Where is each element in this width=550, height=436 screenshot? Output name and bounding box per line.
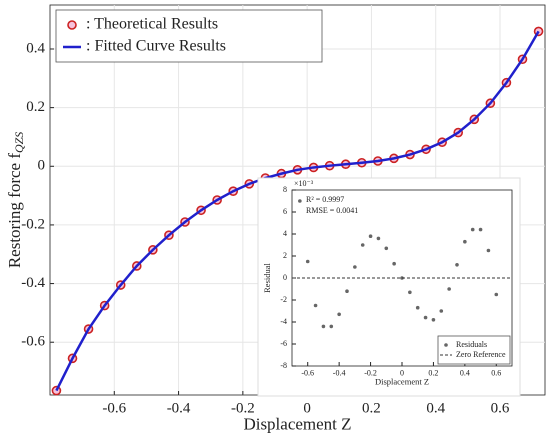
data-point — [298, 199, 302, 203]
x-tick-label: -0.2 — [231, 401, 255, 417]
legend-label: Zero Reference — [456, 350, 506, 359]
x-tick-label: -0.4 — [333, 368, 346, 377]
annotation: RMSE = 0.0041 — [306, 206, 358, 215]
data-point — [415, 305, 420, 310]
y-axis-label-text: Residual — [262, 262, 272, 292]
legend-label: Residuals — [456, 340, 487, 349]
legend-label: : Fitted Curve Results — [86, 38, 226, 55]
y-tick-label: -2 — [280, 295, 287, 304]
data-point — [360, 243, 365, 247]
x-tick-label: 0.4 — [426, 401, 445, 417]
data-point — [392, 261, 396, 266]
y-tick-label: -6 — [280, 339, 287, 348]
x-tick-label: -0.6 — [102, 401, 126, 417]
y-tick-label: -8 — [280, 361, 287, 370]
x-tick-label: 0.6 — [491, 401, 510, 417]
x-tick-label: 0 — [303, 401, 311, 417]
y-multiplier: ×10⁻³ — [294, 179, 314, 188]
x-axis-label: Displacement Z — [243, 415, 351, 434]
data-point — [470, 227, 475, 232]
y-axis-label-text: Restoring force f — [5, 153, 24, 269]
y-tick-label: 8 — [283, 185, 287, 194]
data-point — [368, 234, 373, 238]
x-tick-label: -0.4 — [167, 401, 191, 417]
data-point — [337, 312, 341, 317]
data-point — [321, 324, 326, 329]
y-tick-label: 0.4 — [26, 40, 45, 56]
data-point — [494, 292, 499, 297]
y-tick-label: 0.2 — [26, 99, 45, 115]
y-axis-label: Residual — [262, 262, 272, 292]
data-point — [478, 227, 483, 232]
legend-box — [55, 9, 323, 63]
x-tick-label: 0.6 — [491, 368, 501, 377]
x-tick-label: 0.2 — [362, 401, 381, 417]
data-point — [431, 318, 436, 322]
data-point — [447, 287, 451, 291]
data-point — [305, 259, 310, 264]
fitted-line — [55, 30, 540, 392]
x-tick-label: 0.4 — [460, 368, 470, 377]
y-tick-label: -4 — [280, 317, 287, 326]
data-point — [384, 246, 389, 251]
data-point — [313, 303, 318, 308]
x-tick-label: 0 — [400, 368, 404, 377]
legend-label: : Theoretical Results — [86, 16, 218, 33]
legend-box — [437, 335, 511, 365]
y-tick-label: 0 — [38, 158, 46, 174]
y-tick-label: -0.6 — [21, 334, 45, 350]
data-point — [408, 290, 412, 295]
data-point — [345, 289, 349, 294]
y-tick-label: -0.4 — [21, 275, 45, 291]
x-tick-label: -0.6 — [301, 368, 314, 377]
x-axis-label: Displacement Z — [375, 376, 429, 386]
data-point — [376, 236, 381, 241]
data-point — [423, 315, 428, 320]
y-tick-label: 6 — [283, 207, 287, 216]
y-axis-label-subscript: QZS — [12, 132, 26, 153]
y-tick-label: 4 — [283, 229, 287, 238]
x-tick-label: -0.2 — [364, 368, 377, 377]
y-tick-label: -0.2 — [21, 216, 45, 232]
y-tick-label: 2 — [283, 251, 287, 260]
legend-marker — [444, 343, 448, 347]
y-tick-label: 0 — [283, 273, 287, 282]
data-point — [463, 239, 467, 244]
data-point — [439, 309, 444, 313]
annotation: R² = 0.9997 — [306, 195, 344, 204]
y-axis-label: Restoring force fQZS — [5, 132, 26, 268]
legend-marker — [67, 20, 77, 30]
data-point — [329, 324, 334, 329]
data-point — [353, 265, 357, 269]
x-tick-label: 0.2 — [428, 368, 438, 377]
data-point — [486, 248, 491, 253]
data-point — [455, 263, 459, 267]
